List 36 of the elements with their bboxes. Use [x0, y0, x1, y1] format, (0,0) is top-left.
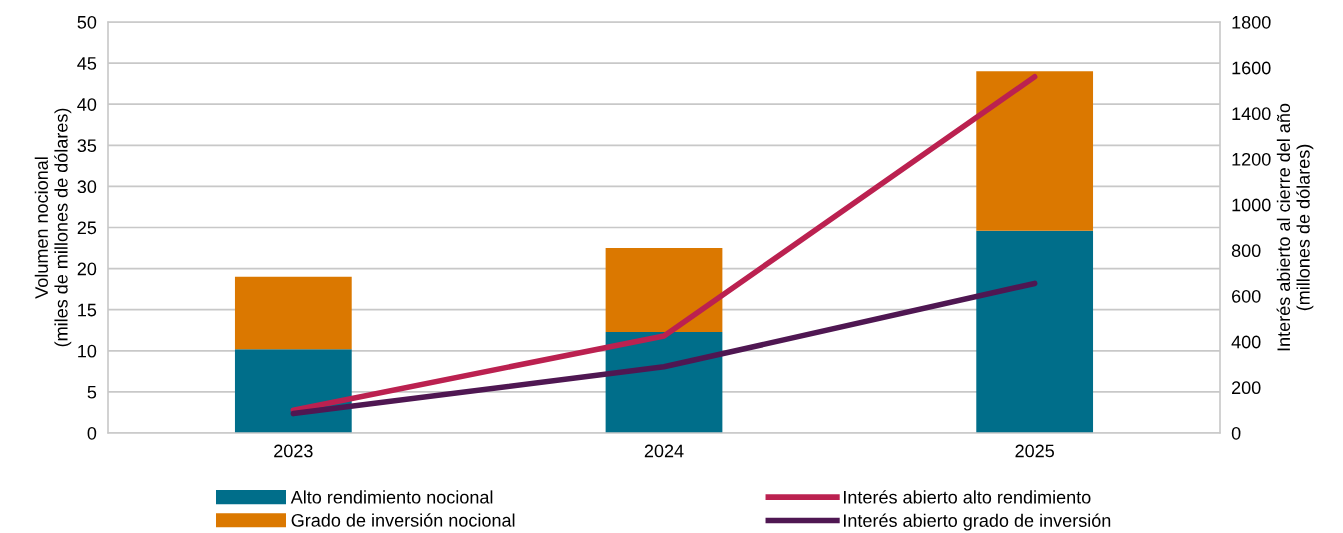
- y-tick-label: 25: [77, 221, 97, 235]
- y-tick-label: 35: [77, 139, 97, 153]
- bar: [234, 276, 352, 350]
- y2-tick-label: 800: [1231, 244, 1261, 258]
- y2-tick-label: 400: [1231, 335, 1261, 349]
- y2-tick-label: 0: [1231, 426, 1241, 440]
- bar: [976, 71, 1094, 231]
- y2-tick-label: 600: [1232, 289, 1261, 303]
- bar: [605, 331, 723, 433]
- y-tick-label: 20: [77, 262, 97, 276]
- y-tick-label: 0: [87, 426, 97, 440]
- bar: [234, 349, 352, 433]
- y-tick-label: 40: [77, 98, 97, 111]
- y2-tick-label: 1600: [1232, 61, 1271, 75]
- x-tick-label: 2025: [1015, 444, 1054, 458]
- y-tick-label: 15: [78, 303, 97, 317]
- legend-label: Grado de inversión nocional: [291, 513, 515, 527]
- legend-label: Interés abierto alto rendimiento: [844, 490, 1091, 504]
- y2-tick-label: 1400: [1232, 107, 1271, 121]
- y-tick-label: 5: [87, 386, 97, 399]
- x-tick-label: 2023: [274, 444, 313, 458]
- y-tick-label: 45: [77, 57, 97, 70]
- legend-label: Alto rendimiento nocional: [290, 490, 493, 504]
- legend-label: Interés abierto grado de inversión: [844, 513, 1111, 531]
- y-axis-title: Volumen nocional (miles de millones de dólares): [34, 108, 72, 347]
- y2-tick-label: 1000: [1232, 198, 1271, 212]
- y-tick-label: 30: [77, 180, 97, 194]
- y2-axis-title: Interés abierto al cierre del año (millones de dólares): [1276, 103, 1314, 351]
- x-tick-label: 2024: [644, 444, 684, 458]
- bar: [976, 230, 1094, 433]
- y-tick-label: 10: [78, 344, 97, 358]
- y-tick-label: 50: [77, 15, 97, 29]
- y2-tick-label: 1800: [1232, 15, 1271, 29]
- y2-tick-label: 1200: [1232, 152, 1271, 166]
- bar: [605, 248, 723, 332]
- y2-tick-label: 200: [1232, 381, 1261, 395]
